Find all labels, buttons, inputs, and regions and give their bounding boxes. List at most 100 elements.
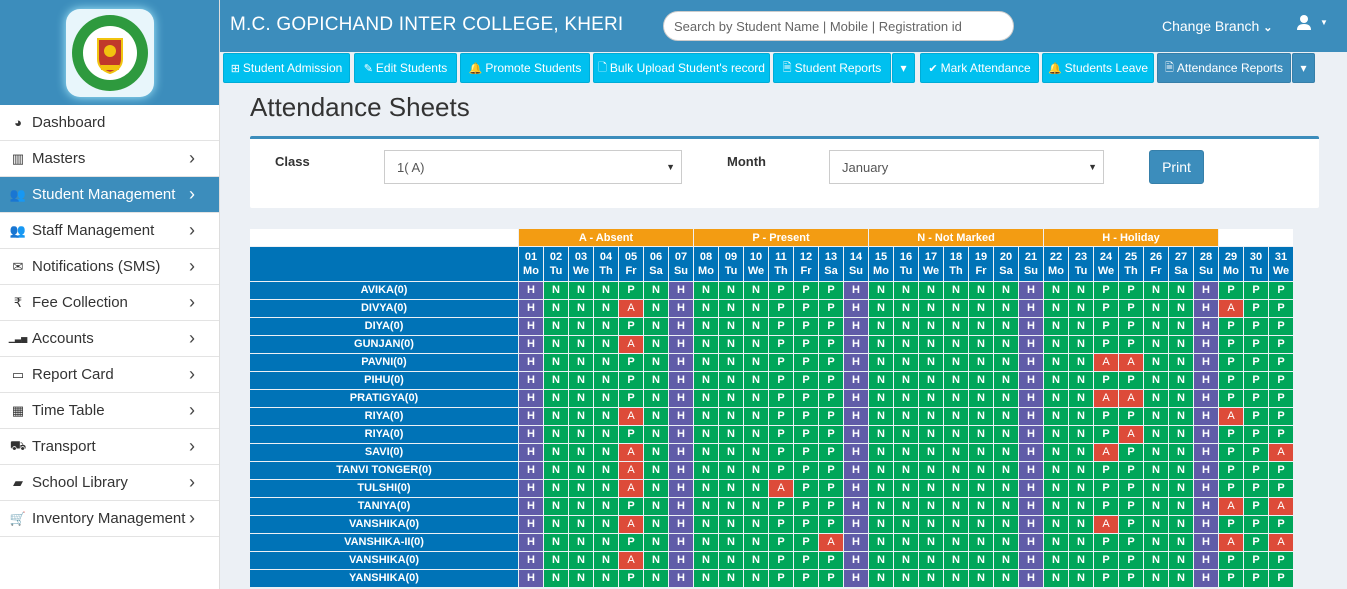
attendance-cell[interactable]: N — [969, 534, 993, 551]
attendance-cell[interactable]: N — [644, 534, 668, 551]
attendance-cell[interactable]: H — [669, 444, 693, 461]
attendance-cell[interactable]: N — [544, 300, 568, 317]
bulk-upload-student-s-record-button[interactable]: 🗋 Bulk Upload Student's record — [593, 53, 770, 83]
attendance-cell[interactable]: N — [919, 462, 943, 479]
attendance-cell[interactable]: P — [619, 354, 643, 371]
attendance-cell[interactable]: N — [644, 318, 668, 335]
attendance-cell[interactable]: P — [1244, 534, 1268, 551]
attendance-cell[interactable]: P — [1219, 390, 1243, 407]
attendance-cell[interactable]: N — [644, 336, 668, 353]
attendance-cell[interactable]: N — [869, 534, 893, 551]
attendance-cell[interactable]: N — [544, 390, 568, 407]
attendance-cell[interactable]: P — [1119, 336, 1143, 353]
attendance-cell[interactable]: N — [944, 426, 968, 443]
attendance-cell[interactable]: P — [769, 390, 793, 407]
attendance-cell[interactable]: N — [644, 570, 668, 587]
promote-students-button[interactable]: 🔔 Promote Students — [460, 53, 590, 83]
attendance-cell[interactable]: N — [569, 408, 593, 425]
attendance-cell[interactable]: P — [1269, 570, 1293, 587]
attendance-cell[interactable]: A — [1219, 498, 1243, 515]
user-menu-button[interactable]: ▼ — [1296, 14, 1328, 30]
student-name[interactable]: DIYA(0) — [250, 318, 518, 335]
attendance-cell[interactable]: P — [1119, 372, 1143, 389]
attendance-cell[interactable]: P — [769, 534, 793, 551]
attendance-cell[interactable]: P — [1094, 570, 1118, 587]
attendance-cell[interactable]: P — [1219, 282, 1243, 299]
attendance-cell[interactable]: P — [1094, 480, 1118, 497]
attendance-cell[interactable]: P — [619, 498, 643, 515]
attendance-cell[interactable]: N — [894, 570, 918, 587]
attendance-cell[interactable]: P — [1094, 534, 1118, 551]
attendance-cell[interactable]: N — [994, 552, 1018, 569]
attendance-cell[interactable]: N — [994, 498, 1018, 515]
attendance-cell[interactable]: H — [844, 408, 868, 425]
attendance-cell[interactable]: P — [794, 462, 818, 479]
attendance-cell[interactable]: N — [969, 444, 993, 461]
attendance-cell[interactable]: H — [1194, 498, 1218, 515]
attendance-cell[interactable]: N — [569, 426, 593, 443]
attendance-cell[interactable]: P — [1094, 462, 1118, 479]
attendance-cell[interactable]: N — [744, 570, 768, 587]
attendance-cell[interactable]: P — [794, 354, 818, 371]
attendance-cell[interactable]: P — [769, 372, 793, 389]
student-reports-button[interactable]: 🗎 Student Reports — [773, 53, 891, 83]
attendance-cell[interactable]: N — [894, 426, 918, 443]
college-logo[interactable] — [65, 8, 154, 97]
attendance-cell[interactable]: P — [1094, 318, 1118, 335]
attendance-cell[interactable]: N — [594, 480, 618, 497]
attendance-cell[interactable]: P — [1219, 516, 1243, 533]
attendance-cell[interactable]: N — [919, 426, 943, 443]
attendance-cell[interactable]: P — [794, 318, 818, 335]
attendance-cell[interactable]: P — [819, 336, 843, 353]
attendance-cell[interactable]: P — [1219, 480, 1243, 497]
attendance-cell[interactable]: N — [994, 516, 1018, 533]
attendance-cell[interactable]: A — [819, 534, 843, 551]
attendance-cell[interactable]: N — [544, 498, 568, 515]
attendance-cell[interactable]: N — [944, 372, 968, 389]
attendance-cell[interactable]: H — [1194, 570, 1218, 587]
student-name[interactable]: AVIKA(0) — [250, 282, 518, 299]
attendance-cell[interactable]: P — [1244, 444, 1268, 461]
attendance-cell[interactable]: N — [744, 372, 768, 389]
attendance-cell[interactable]: P — [769, 444, 793, 461]
attendance-cell[interactable]: N — [544, 372, 568, 389]
attendance-cell[interactable]: H — [669, 534, 693, 551]
attendance-cell[interactable]: N — [694, 462, 718, 479]
attendance-cell[interactable]: H — [519, 552, 543, 569]
attendance-cell[interactable]: P — [819, 390, 843, 407]
attendance-cell[interactable]: N — [1169, 282, 1193, 299]
attendance-cell[interactable]: N — [694, 570, 718, 587]
attendance-cell[interactable]: P — [769, 300, 793, 317]
attendance-cell[interactable]: P — [1244, 498, 1268, 515]
attendance-cell[interactable]: P — [1219, 462, 1243, 479]
attendance-cell[interactable]: N — [944, 354, 968, 371]
attendance-cell[interactable]: P — [619, 282, 643, 299]
attendance-cell[interactable]: H — [1194, 282, 1218, 299]
attendance-cell[interactable]: N — [1044, 300, 1068, 317]
attendance-cell[interactable]: N — [744, 300, 768, 317]
attendance-cell[interactable]: P — [1094, 336, 1118, 353]
attendance-cell[interactable]: H — [1194, 336, 1218, 353]
attendance-cell[interactable]: N — [894, 498, 918, 515]
attendance-cell[interactable]: H — [844, 534, 868, 551]
attendance-cell[interactable]: N — [969, 282, 993, 299]
student-name[interactable]: SAVI(0) — [250, 444, 518, 461]
attendance-cell[interactable]: N — [544, 282, 568, 299]
attendance-cell[interactable]: P — [1244, 516, 1268, 533]
attendance-cell[interactable]: N — [1044, 534, 1068, 551]
student-admission-button[interactable]: ⊞ Student Admission — [223, 53, 350, 83]
attendance-cell[interactable]: A — [619, 444, 643, 461]
attendance-cell[interactable]: H — [519, 570, 543, 587]
attendance-cell[interactable]: H — [844, 300, 868, 317]
attendance-cell[interactable]: P — [1119, 300, 1143, 317]
student-name[interactable]: DIVYA(0) — [250, 300, 518, 317]
attendance-cell[interactable]: N — [1169, 300, 1193, 317]
attendance-cell[interactable]: N — [994, 318, 1018, 335]
attendance-cell[interactable]: N — [1144, 390, 1168, 407]
attendance-cell[interactable]: N — [1169, 570, 1193, 587]
change-branch-button[interactable]: Change Branch ⌄ — [1162, 18, 1272, 34]
attendance-cell[interactable]: N — [919, 282, 943, 299]
attendance-cell[interactable]: P — [1244, 408, 1268, 425]
attendance-cell[interactable]: N — [1044, 498, 1068, 515]
search-input[interactable] — [663, 11, 1014, 41]
